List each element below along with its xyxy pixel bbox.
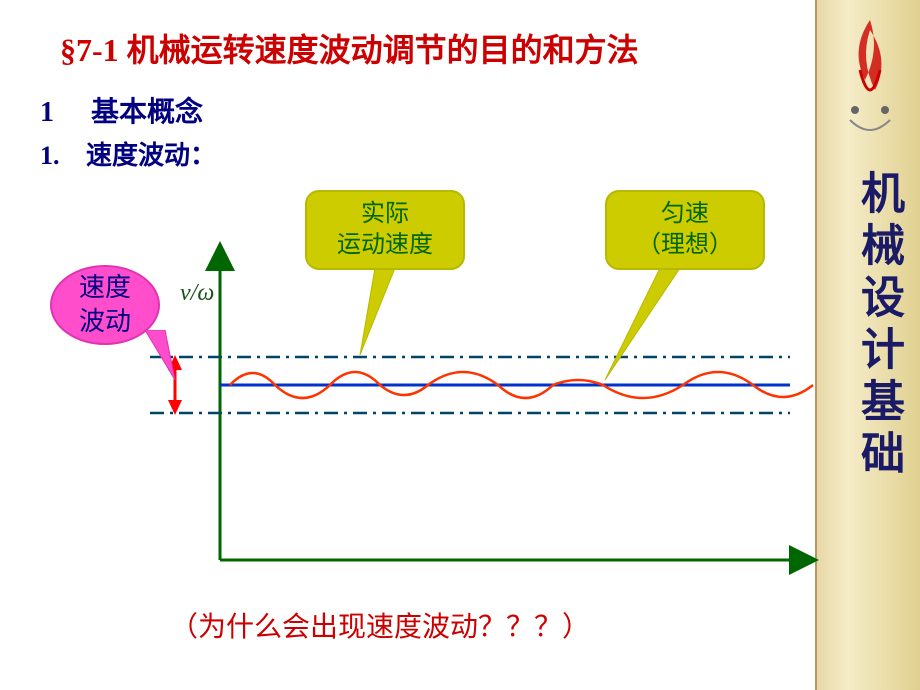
actual-callout-line1: 实际 [361,199,409,230]
sidebar-emblem-icon [830,10,910,150]
actual-speed-callout: 实际 运动速度 [305,190,465,270]
heading-2-text: 速度波动： [86,141,216,170]
sidebar-title: 机械设计基础 [830,170,910,482]
fluct-callout-line2: 波动 [79,305,131,339]
ideal-speed-callout: 匀速 （理想） [605,190,765,270]
heading-1-text: 基本概念 [91,97,203,128]
fluct-callout-tail-icon [135,330,185,390]
fluct-callout-line1: 速度 [79,271,131,305]
actual-callout-line2: 运动速度 [337,230,433,261]
chart-area: v/ω t 实际 运动速度 [50,190,810,580]
ideal-callout-line1: 匀速 [661,199,709,230]
heading-2-num: 1. [40,141,60,170]
heading-2: 1. 速度波动： [40,135,216,172]
ideal-callout-tail-icon [605,268,680,380]
ideal-callout-line2: （理想） [637,230,733,261]
page-title: §7-1 机械运转速度波动调节的目的和方法 [60,25,639,71]
heading-1-num: 1 [40,97,54,128]
actual-callout-tail-icon [360,268,395,355]
bottom-question: （为什么会出现速度波动？？？） [170,605,590,645]
heading-1: 1 基本概念 [40,90,203,130]
sidebar: 机械设计基础 [815,0,920,690]
